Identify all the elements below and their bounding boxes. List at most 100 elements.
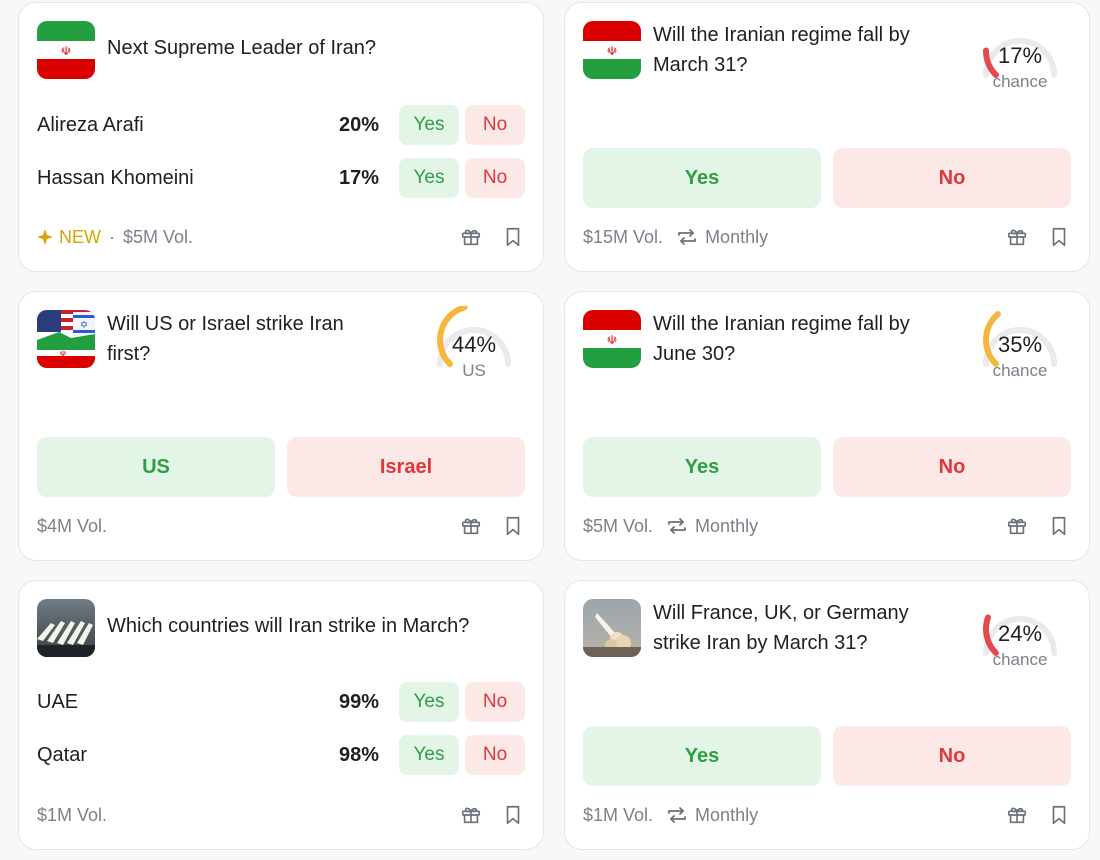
market-card-iran-strike-countries[interactable]: Which countries will Iran strike in Marc… <box>18 580 544 850</box>
bookmark-icon[interactable] <box>501 514 525 538</box>
recurrence-label: Monthly <box>695 804 759 825</box>
gauge-percent: 24% <box>997 621 1043 646</box>
market-card-regime-fall-march[interactable]: ☫ Will the Iranian regime fall by March … <box>564 2 1090 272</box>
no-button[interactable]: No <box>465 735 525 775</box>
bookmark-icon[interactable] <box>1047 514 1071 538</box>
bookmark-icon[interactable] <box>501 225 525 249</box>
gauge-label: chance <box>992 650 1048 669</box>
card-footer: $5M Vol. Monthly <box>583 512 1071 540</box>
us-button[interactable]: US <box>37 437 275 497</box>
market-title[interactable]: Next Supreme Leader of Iran? <box>107 37 377 59</box>
outcome-buttons: Yes No <box>583 726 1071 786</box>
outcome-name: Hassan Khomeini <box>37 166 194 189</box>
bookmark-icon[interactable] <box>1047 225 1071 249</box>
separator-dot: · <box>109 226 115 247</box>
chance-gauge: 17% chance <box>971 17 1069 97</box>
gift-icon[interactable] <box>1005 225 1029 249</box>
volume-label: $1M Vol. <box>37 804 108 825</box>
gift-icon[interactable] <box>459 803 483 827</box>
recurrence: Monthly <box>667 516 758 537</box>
market-card-france-uk-germany[interactable]: Will France, UK, or Germany strike Iran … <box>564 580 1090 850</box>
yes-button[interactable]: Yes <box>399 682 459 722</box>
recurrence-label: Monthly <box>705 226 769 247</box>
gauge-percent: 17% <box>997 43 1043 68</box>
israel-button[interactable]: Israel <box>287 437 525 497</box>
recurrence: Monthly <box>667 805 758 826</box>
outcome-name: Alireza Arafi <box>37 113 144 136</box>
gauge-fill-arc <box>983 614 999 657</box>
sparkle-icon <box>37 229 53 245</box>
new-label: NEW <box>59 226 101 247</box>
outcome-row: Alireza Arafi 20% Yes No <box>37 105 525 145</box>
gauge-fill-arc <box>982 47 999 79</box>
outcome-percent: 98% <box>338 743 379 766</box>
chance-gauge: 44% US <box>425 306 523 386</box>
yes-button[interactable]: Yes <box>583 437 821 497</box>
chance-gauge: 24% chance <box>971 595 1069 675</box>
outcome-buttons: Yes No <box>583 148 1071 208</box>
svg-text:☫: ☫ <box>59 349 66 358</box>
yes-button[interactable]: Yes <box>399 105 459 145</box>
repeat-icon <box>678 229 696 245</box>
outcome-percent: 20% <box>338 113 379 136</box>
yes-button[interactable]: Yes <box>399 158 459 198</box>
rocket-launch-photo-icon <box>583 599 641 657</box>
yes-button[interactable]: Yes <box>583 148 821 208</box>
svg-text:☫: ☫ <box>607 333 618 347</box>
outcome-buttons: Yes No <box>583 437 1071 497</box>
card-footer: $4M Vol. <box>37 512 525 540</box>
no-button[interactable]: No <box>465 105 525 145</box>
svg-text:☫: ☫ <box>61 44 72 58</box>
card-footer: $15M Vol. Monthly <box>583 223 1071 251</box>
market-title[interactable]: Will the Iranian regime fall by March 31… <box>653 24 910 76</box>
market-title[interactable]: Will the Iranian regime fall by June 30? <box>653 313 910 365</box>
volume-label: $5M Vol. <box>583 515 654 536</box>
new-badge: NEW <box>37 227 101 248</box>
gift-icon[interactable] <box>459 225 483 249</box>
chance-gauge: 35% chance <box>971 306 1069 386</box>
gauge-fill-arc <box>983 311 1001 368</box>
gauge-label: US <box>462 361 486 380</box>
market-card-next-supreme-leader[interactable]: ☫ Next Supreme Leader of Iran? Alireza A… <box>18 2 544 272</box>
gauge-percent: 35% <box>997 332 1043 357</box>
recurrence-label: Monthly <box>695 515 759 536</box>
no-button[interactable]: No <box>465 158 525 198</box>
outcome-row: Qatar 98% Yes No <box>37 735 525 775</box>
no-button[interactable]: No <box>833 726 1071 786</box>
repeat-icon <box>668 518 686 534</box>
card-footer: NEW · $5M Vol. <box>37 223 525 251</box>
gift-icon[interactable] <box>1005 514 1029 538</box>
outcome-percent: 17% <box>338 166 379 189</box>
gift-icon[interactable] <box>459 514 483 538</box>
market-card-regime-fall-june[interactable]: ☫ Will the Iranian regime fall by June 3… <box>564 291 1090 561</box>
volume-label: $5M Vol. <box>123 226 194 247</box>
gauge-label: chance <box>992 72 1048 91</box>
outcome-buttons: US Israel <box>37 437 525 497</box>
gauge-percent: 44% <box>451 332 497 357</box>
gift-icon[interactable] <box>1005 803 1029 827</box>
us-israel-iran-flags-icon: ✡ ☫ <box>37 310 95 368</box>
svg-text:☫: ☫ <box>607 44 618 58</box>
recurrence: Monthly <box>677 227 768 248</box>
svg-text:✡: ✡ <box>80 320 88 331</box>
market-title[interactable]: Will France, UK, or Germany strike Iran … <box>653 602 909 654</box>
no-button[interactable]: No <box>833 437 1071 497</box>
no-button[interactable]: No <box>833 148 1071 208</box>
gauge-label: chance <box>992 361 1048 380</box>
card-footer: $1M Vol. <box>37 801 525 829</box>
outcome-row: Hassan Khomeini 17% Yes No <box>37 158 525 198</box>
yes-button[interactable]: Yes <box>399 735 459 775</box>
yes-button[interactable]: Yes <box>583 726 821 786</box>
bookmark-icon[interactable] <box>501 803 525 827</box>
outcome-name: Qatar <box>37 743 88 766</box>
market-title[interactable]: Will US or Israel strike Iran first? <box>107 313 344 365</box>
market-card-us-or-israel[interactable]: ✡ ☫ Will US or Israel strike Iran first?… <box>18 291 544 561</box>
gauge-fill-arc <box>437 306 468 368</box>
no-button[interactable]: No <box>465 682 525 722</box>
outcome-row: UAE 99% Yes No <box>37 682 525 722</box>
outcome-percent: 99% <box>338 690 379 713</box>
market-title[interactable]: Which countries will Iran strike in Marc… <box>107 615 470 637</box>
missile-launch-photo-icon <box>37 599 95 657</box>
bookmark-icon[interactable] <box>1047 803 1071 827</box>
repeat-icon <box>668 807 686 823</box>
